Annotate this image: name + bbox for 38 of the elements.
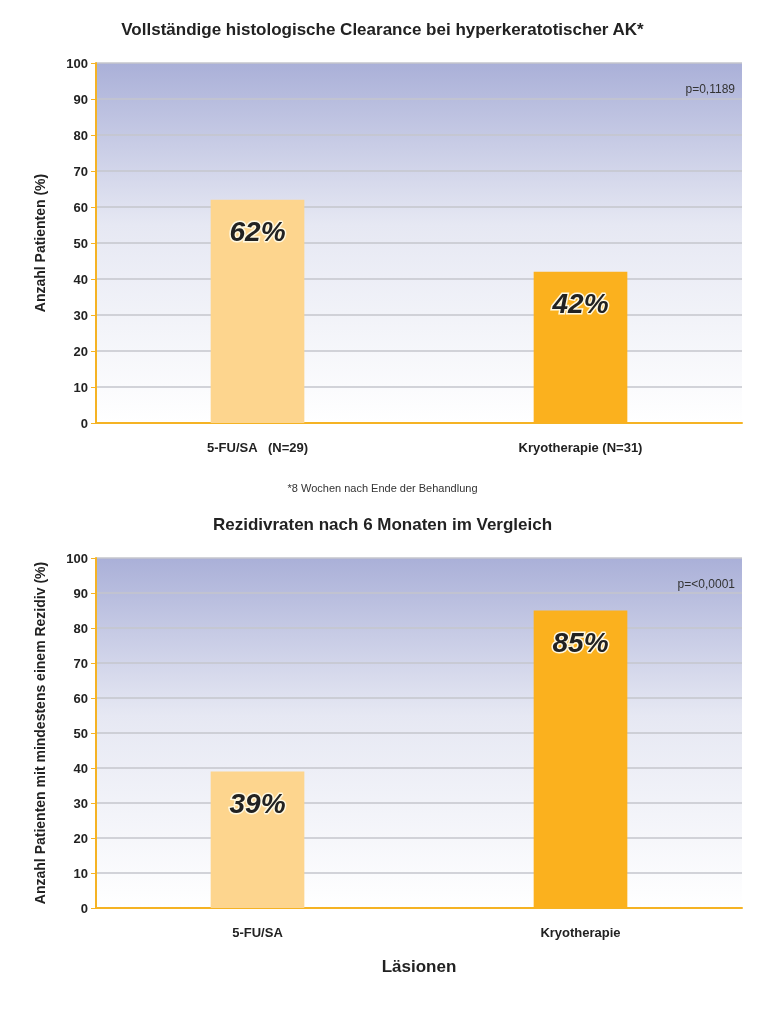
y-tick-label: 20 — [73, 343, 88, 359]
y-tick-label: 0 — [80, 415, 88, 431]
y-tick-label: 30 — [73, 795, 88, 811]
chart-title: Vollständige histologische Clearance bei hyperkeratotischer AK* — [121, 20, 645, 39]
y-tick-label: 60 — [73, 690, 88, 706]
annotation: p=<0,0001 — [677, 577, 736, 591]
y-tick-label: 40 — [73, 760, 88, 776]
x-tick-label: Kryotherapie (N=31) — [518, 440, 643, 455]
y-axis-title: Anzahl Patienten mit mindestens einem Rezidiv (%) — [31, 561, 48, 905]
y-tick-label: 90 — [73, 585, 88, 601]
y-tick-label: 20 — [73, 830, 88, 846]
text: *8 Wochen nach Ende der Behandlung — [287, 481, 478, 494]
data-label: 85% — [552, 627, 609, 658]
data-label: 62% — [229, 216, 286, 248]
y-tick-label: 50 — [73, 235, 88, 251]
y-tick-label: 10 — [73, 865, 88, 881]
x-axis-title: Läsionen — [381, 957, 457, 976]
data-label: 42% — [551, 288, 609, 320]
annotation: p=0,1189 — [685, 82, 736, 96]
y-tick-label: 50 — [73, 725, 88, 741]
y-tick-label: 0 — [80, 900, 88, 916]
y-tick-label: 100 — [66, 550, 88, 566]
x-tick-label: Kryotherapie — [540, 925, 621, 940]
y-tick-label: 80 — [73, 620, 88, 636]
x-tick-label: 5-FU/SA (N=29) — [206, 440, 309, 455]
y-tick-label: 80 — [73, 127, 88, 143]
y-tick-label: 100 — [66, 55, 88, 71]
y-tick-label: 70 — [73, 655, 88, 671]
y-tick-label: 60 — [73, 199, 88, 215]
y-tick-label: 40 — [73, 271, 88, 287]
data-label: 39% — [229, 788, 286, 819]
y-tick-label: 90 — [73, 91, 88, 107]
y-tick-label: 70 — [73, 163, 88, 179]
y-tick-label: 30 — [73, 307, 88, 323]
y-tick-label: 10 — [73, 379, 88, 395]
chart-title: Rezidivraten nach 6 Monaten im Vergleich — [212, 515, 553, 534]
x-tick-label: 5-FU/SA — [232, 925, 284, 940]
y-axis-title: Anzahl Patienten (%) — [31, 173, 48, 313]
